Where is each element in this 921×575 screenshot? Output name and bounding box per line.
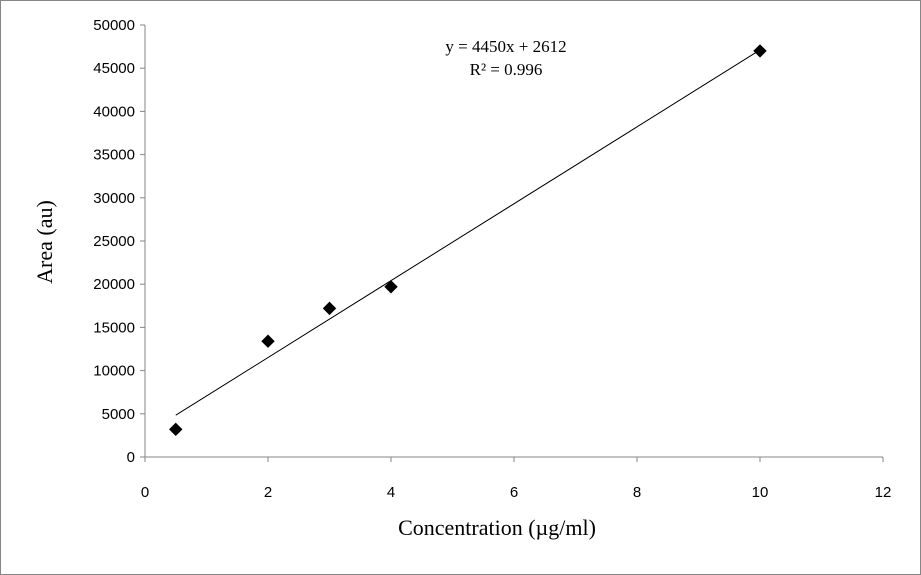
data-point-diamond [169, 422, 183, 437]
data-point-diamond [384, 280, 398, 294]
y-tick-label: 35000 [93, 147, 135, 164]
data-point-diamond [322, 301, 337, 316]
trendline-equation: y = 4450x + 2612 [445, 37, 566, 56]
y-tick-label: 20000 [93, 276, 135, 293]
x-tick-label: 4 [387, 484, 395, 501]
axes: 0 5000 10000 15000 20000 25000 30000 35000 40000… [93, 17, 891, 501]
x-tick-label: 10 [752, 484, 769, 501]
data-points [169, 44, 767, 437]
x-tick-label: 12 [875, 484, 892, 501]
data-point-diamond [753, 44, 767, 58]
data-point-diamond [261, 334, 275, 348]
y-tick-label: 0 [127, 449, 135, 466]
y-tick-label: 15000 [93, 319, 135, 336]
y-tick-label: 50000 [93, 17, 135, 34]
x-tick-label: 8 [633, 484, 641, 501]
y-tick-label: 10000 [93, 363, 135, 380]
x-axis-title: Concentration (µg/ml) [398, 515, 596, 540]
y-axis-title: Area (au) [32, 200, 57, 284]
y-tick-label: 25000 [93, 233, 135, 250]
trendline [175, 49, 761, 416]
trendline-layer [175, 49, 761, 416]
x-tick-label: 6 [510, 484, 518, 501]
trendline-r2: R² = 0.996 [470, 60, 543, 79]
y-tick-label: 5000 [102, 406, 135, 423]
x-tick-label: 2 [264, 484, 272, 501]
y-tick-label: 45000 [93, 60, 135, 77]
y-tick-label: 30000 [93, 190, 135, 207]
x-tick-label: 0 [141, 484, 149, 501]
y-tick-label: 40000 [93, 103, 135, 120]
